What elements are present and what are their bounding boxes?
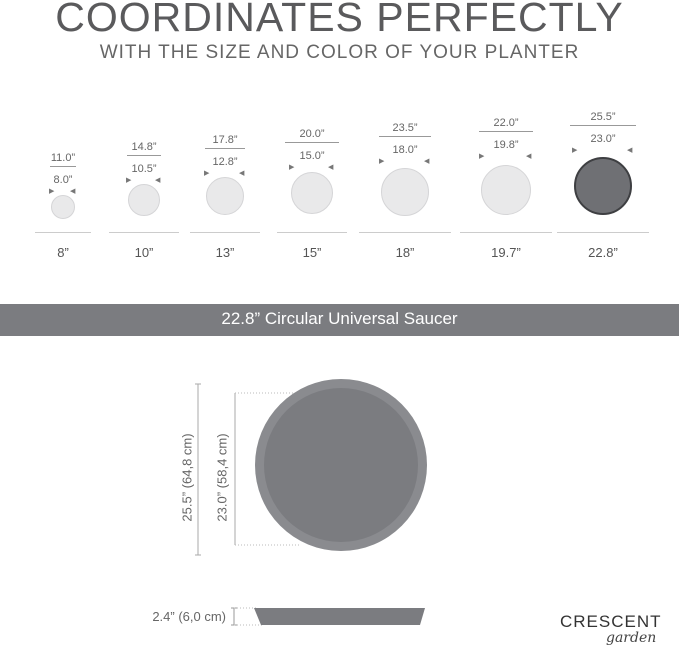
inner-diameter-label: 23.0”	[590, 133, 616, 145]
saucer-top-view-base	[264, 388, 418, 542]
brand-logo-script: garden	[606, 630, 657, 646]
outer-diameter-line	[50, 166, 76, 167]
size-label: 13”	[215, 245, 235, 260]
outer-diameter-label: 17.8”	[212, 134, 238, 146]
page-title: COORDINATES PERFECTLY	[55, 0, 624, 40]
outer-diameter-line	[379, 136, 431, 137]
outer-diameter-label: 14.8”	[131, 141, 157, 153]
saucer-detail-drawing	[195, 379, 427, 626]
inner-diameter-label: 8.0”	[53, 174, 73, 186]
outer-diameter-line	[479, 131, 533, 132]
arrow-right-icon: ▶	[379, 157, 385, 165]
inner-diameter-label: 19.8”	[493, 139, 519, 151]
product-banner-text: 22.8” Circular Universal Saucer	[221, 309, 458, 328]
size-label: 15”	[302, 245, 322, 260]
arrow-right-icon: ▶	[49, 187, 55, 195]
outer-diameter-label: 22.0”	[493, 117, 519, 129]
size-baseline	[460, 232, 552, 233]
arrow-left-icon: ◀	[328, 163, 334, 171]
saucer-thumbnail	[291, 172, 333, 214]
outer-dimension-label: 25.5” (64,8 cm)	[179, 433, 195, 522]
product-banner	[0, 304, 679, 336]
size-baseline	[557, 232, 649, 233]
arrow-left-icon: ◀	[239, 169, 245, 177]
arrow-right-icon: ▶	[289, 163, 295, 171]
saucer-thumbnail	[51, 195, 75, 219]
arrow-right-icon: ▶	[572, 146, 578, 154]
saucer-thumbnail	[574, 157, 632, 215]
inner-diameter-label: 10.5”	[131, 163, 157, 175]
outer-diameter-label: 20.0”	[299, 128, 325, 140]
arrow-left-icon: ◀	[526, 152, 532, 160]
size-baseline	[35, 232, 91, 233]
inner-diameter-label: 12.8”	[212, 156, 238, 168]
saucer-thumbnail	[381, 168, 429, 216]
arrow-left-icon: ◀	[627, 146, 633, 154]
size-baseline	[359, 232, 451, 233]
size-baseline	[109, 232, 179, 233]
arrow-left-icon: ◀	[155, 176, 161, 184]
size-label: 22.8”	[588, 245, 618, 260]
arrow-right-icon: ▶	[204, 169, 210, 177]
saucer-side-profile	[254, 608, 425, 625]
size-label: 8”	[57, 245, 69, 260]
outer-diameter-line	[570, 125, 636, 126]
size-label: 19.7”	[491, 245, 521, 260]
saucer-thumbnail	[481, 165, 531, 215]
arrow-left-icon: ◀	[70, 187, 76, 195]
page-subtitle: WITH THE SIZE AND COLOR OF YOUR PLANTER	[99, 42, 580, 63]
size-label: 10”	[134, 245, 154, 260]
outer-diameter-line	[205, 148, 245, 149]
brand-logo: CRESCENT	[560, 612, 662, 631]
inner-dimension-label: 23.0” (58,4 cm)	[214, 433, 230, 522]
arrow-left-icon: ◀	[424, 157, 430, 165]
arrow-right-icon: ▶	[126, 176, 132, 184]
outer-diameter-line	[127, 155, 161, 156]
outer-diameter-label: 11.0”	[50, 152, 76, 164]
size-baseline	[277, 232, 347, 233]
saucer-thumbnail	[128, 184, 160, 216]
outer-diameter-label: 23.5”	[392, 122, 418, 134]
size-label: 18”	[395, 245, 415, 260]
height-dimension-label: 2.4” (6,0 cm)	[152, 609, 226, 624]
outer-diameter-label: 25.5”	[590, 111, 616, 123]
saucer-thumbnail	[206, 177, 244, 215]
arrow-right-icon: ▶	[479, 152, 485, 160]
inner-diameter-label: 15.0”	[299, 150, 325, 162]
inner-diameter-label: 18.0”	[392, 144, 418, 156]
outer-diameter-line	[285, 142, 339, 143]
size-baseline	[190, 232, 260, 233]
